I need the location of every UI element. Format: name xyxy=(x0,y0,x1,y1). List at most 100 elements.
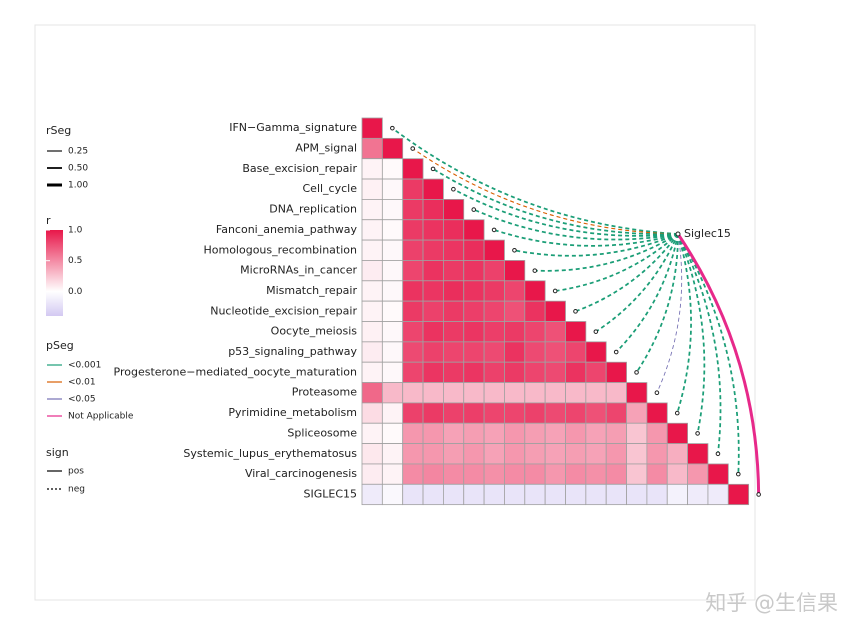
cell xyxy=(422,341,444,363)
cell xyxy=(463,483,485,506)
cell xyxy=(524,402,546,424)
cell xyxy=(361,158,383,180)
cell xyxy=(361,178,383,200)
cell xyxy=(504,422,526,445)
cell xyxy=(605,382,627,404)
legend-title: sign xyxy=(46,446,69,459)
cell xyxy=(524,361,546,383)
cell xyxy=(605,402,627,424)
link-end xyxy=(613,349,619,355)
cell xyxy=(483,382,505,404)
cell xyxy=(442,463,465,485)
cell xyxy=(524,321,546,343)
cell xyxy=(381,382,404,404)
link-end xyxy=(430,166,436,172)
cell xyxy=(402,443,424,465)
cell xyxy=(381,321,404,343)
cell xyxy=(565,382,587,404)
cell xyxy=(483,260,505,282)
link-end xyxy=(410,146,416,151)
cell xyxy=(646,402,668,424)
legend-label: <0.001 xyxy=(68,361,101,371)
cell xyxy=(361,260,383,282)
cell xyxy=(565,483,587,506)
cell xyxy=(402,280,424,302)
link xyxy=(676,233,761,495)
cell xyxy=(544,483,566,506)
cell xyxy=(504,300,526,322)
link xyxy=(656,233,683,393)
legend-label: <0.05 xyxy=(68,395,96,405)
cell xyxy=(361,219,383,241)
cell xyxy=(524,280,546,302)
cell xyxy=(605,422,627,445)
cell xyxy=(504,280,526,302)
link-end xyxy=(491,227,497,233)
cell xyxy=(544,463,566,485)
cell xyxy=(666,422,689,445)
cell xyxy=(504,382,526,404)
cell xyxy=(422,239,444,261)
cell xyxy=(463,321,485,343)
cell xyxy=(422,361,444,383)
cell xyxy=(626,402,648,424)
node-label: Siglec15 xyxy=(684,227,731,240)
cell xyxy=(524,463,546,485)
link xyxy=(575,233,679,313)
cell xyxy=(442,483,465,506)
watermark: 知乎 @生信果 xyxy=(705,591,838,615)
cell xyxy=(483,463,505,485)
cell xyxy=(402,321,424,343)
link-end xyxy=(736,471,741,477)
cell xyxy=(422,280,444,302)
cell xyxy=(626,483,648,506)
link-end xyxy=(552,288,558,294)
cell xyxy=(687,463,709,485)
link xyxy=(391,127,679,235)
cell xyxy=(626,422,648,445)
cell xyxy=(361,382,383,404)
legend-title: pSeg xyxy=(46,339,74,352)
row-label: Pyrimidine_metabolism xyxy=(228,406,357,419)
cell xyxy=(463,463,485,485)
cell xyxy=(483,483,505,506)
legends: rSeg 0.25 0.50 1.00 r 1.0 0.5 0.0 pSeg <0.001 <0.0… xyxy=(46,124,134,495)
cell xyxy=(381,260,404,282)
cell xyxy=(402,178,424,200)
cell xyxy=(524,300,546,322)
cell xyxy=(381,422,404,445)
cell xyxy=(483,300,505,322)
cell xyxy=(544,443,566,465)
link xyxy=(432,168,679,236)
cell xyxy=(422,422,444,445)
cell xyxy=(605,463,627,485)
cell xyxy=(585,422,607,445)
legend-label: Not Applicable xyxy=(68,412,134,422)
link xyxy=(595,233,679,333)
cell xyxy=(422,463,444,485)
cell xyxy=(524,382,546,404)
row-label: IFN−Gamma_signature xyxy=(229,121,357,134)
cell xyxy=(422,178,444,200)
cell xyxy=(402,483,424,506)
cell xyxy=(646,463,668,485)
colorbar xyxy=(46,230,63,316)
cell xyxy=(463,280,485,302)
colorbar-label: 0.5 xyxy=(68,256,82,266)
cell xyxy=(707,483,729,506)
cell xyxy=(402,463,424,485)
cell xyxy=(463,443,485,465)
cell xyxy=(463,239,485,261)
cell xyxy=(361,341,383,363)
cell xyxy=(626,463,648,485)
cell xyxy=(361,321,383,343)
cell xyxy=(524,443,546,465)
cell xyxy=(381,280,404,302)
cell xyxy=(422,198,444,221)
cell xyxy=(483,422,505,445)
cell xyxy=(483,239,505,261)
cell xyxy=(544,422,566,445)
cell xyxy=(381,137,404,160)
cell xyxy=(687,483,709,506)
cell xyxy=(381,219,404,241)
